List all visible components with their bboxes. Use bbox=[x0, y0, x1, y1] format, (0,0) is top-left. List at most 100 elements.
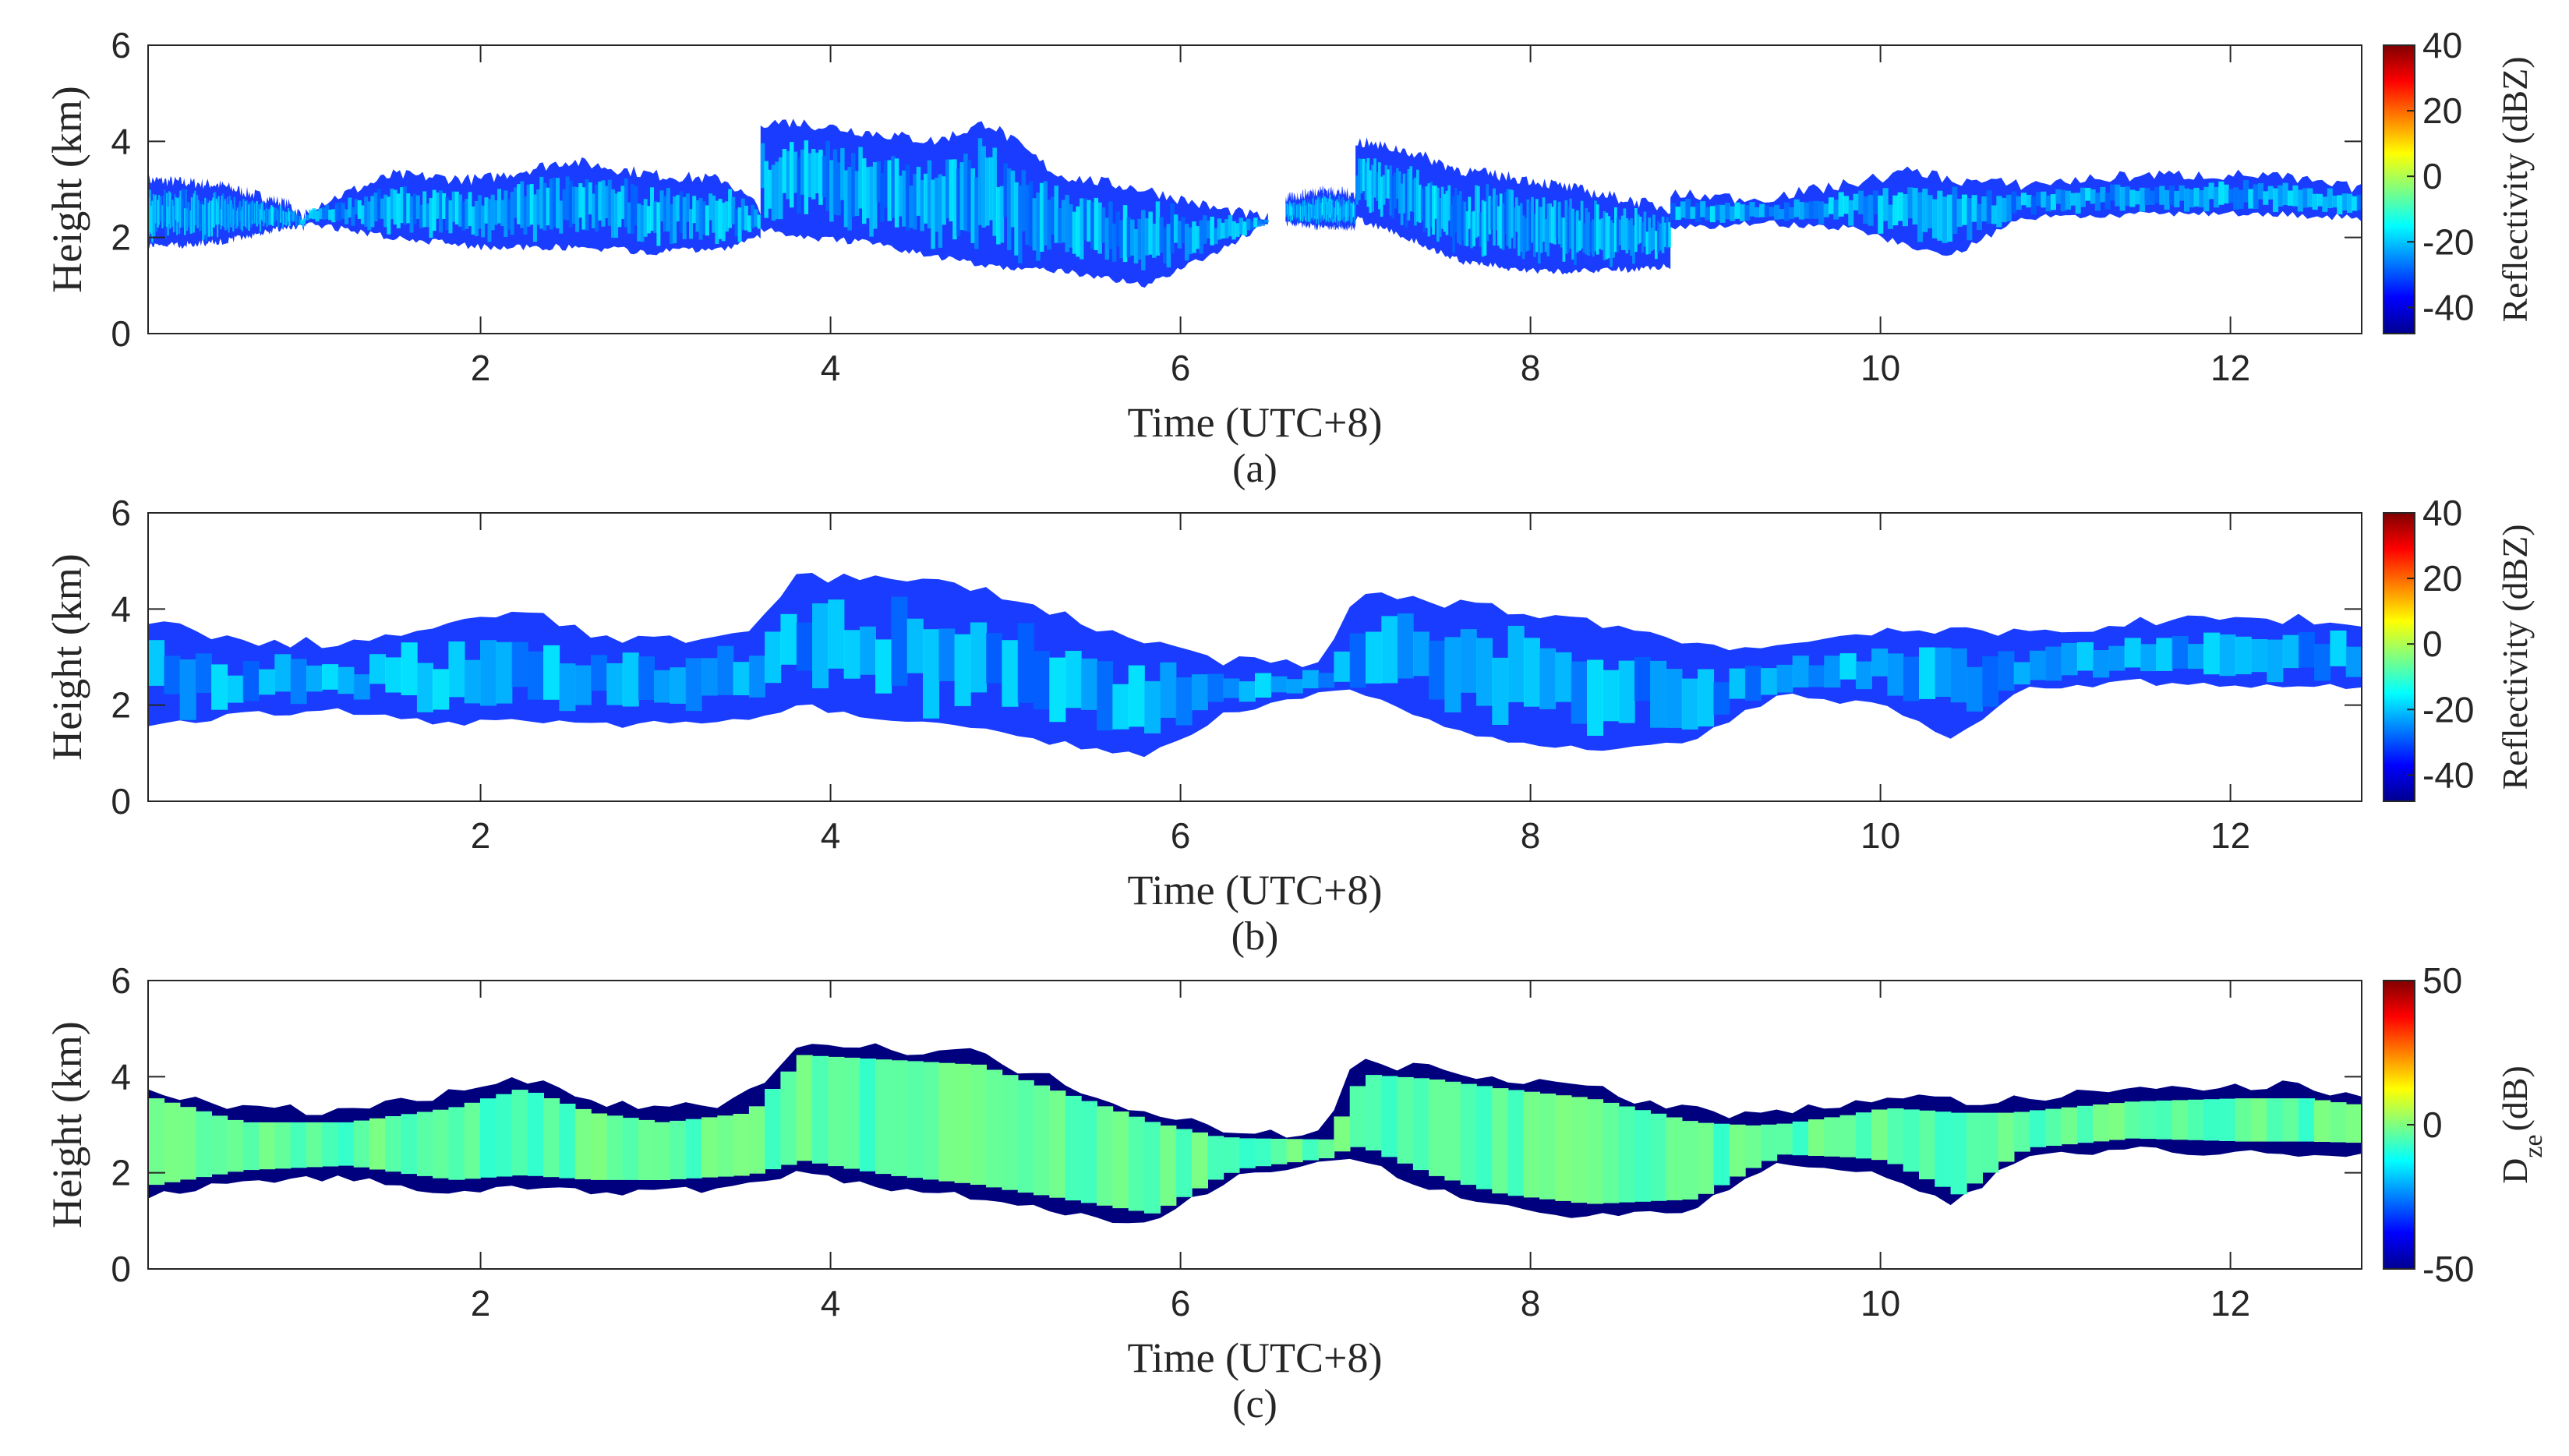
echo-column bbox=[1452, 196, 1455, 253]
echo-column bbox=[1378, 162, 1381, 210]
y-tick-label: 4 bbox=[111, 1056, 131, 1097]
echo-column bbox=[1400, 183, 1404, 225]
echo-column bbox=[2159, 186, 2165, 205]
echo-column bbox=[274, 213, 276, 227]
echo-column bbox=[451, 191, 456, 222]
echo-column bbox=[1779, 209, 1785, 220]
echo-column bbox=[200, 201, 203, 224]
echo-column bbox=[334, 203, 339, 221]
echo-column bbox=[682, 196, 687, 239]
echo-column bbox=[1553, 200, 1557, 245]
echo-column bbox=[1080, 658, 1097, 710]
echo-column bbox=[607, 179, 612, 226]
echo-column bbox=[1589, 221, 1592, 253]
echo-column bbox=[2330, 631, 2347, 666]
echo-column bbox=[2090, 189, 2096, 204]
echo-column bbox=[631, 183, 634, 234]
echo-column bbox=[195, 653, 212, 694]
echo-column bbox=[1112, 684, 1129, 730]
echo-column bbox=[309, 210, 313, 219]
echo-column bbox=[312, 208, 316, 220]
echo-column bbox=[578, 183, 583, 218]
echo-column bbox=[357, 200, 362, 219]
echo-column bbox=[1526, 199, 1530, 251]
echo-column bbox=[1017, 623, 1034, 703]
cloud-echo bbox=[1670, 166, 2362, 256]
echo-column bbox=[891, 156, 896, 218]
colorbar-tick-label: 20 bbox=[2422, 90, 2462, 131]
x-tick-label: 10 bbox=[1860, 348, 1900, 388]
echo-column bbox=[1036, 193, 1041, 261]
echo-column bbox=[1571, 1097, 1588, 1203]
echo-column bbox=[1569, 198, 1572, 249]
echo-column bbox=[891, 1060, 908, 1176]
echo-column bbox=[1429, 1080, 1446, 1176]
y-tick-label: 4 bbox=[111, 121, 131, 161]
echo-column bbox=[1952, 186, 1958, 235]
echo-column bbox=[650, 187, 654, 231]
echo-column bbox=[574, 1108, 592, 1179]
echo-column bbox=[887, 160, 892, 221]
echo-column bbox=[513, 187, 518, 218]
echo-column bbox=[1650, 660, 1667, 728]
echo-column bbox=[1648, 217, 1651, 254]
echo-column bbox=[1560, 217, 1564, 248]
echo-column bbox=[1309, 203, 1312, 221]
echo-column bbox=[565, 176, 570, 221]
echo-column bbox=[670, 204, 673, 244]
echo-column bbox=[2169, 185, 2175, 206]
echo-column bbox=[274, 654, 292, 692]
echo-column bbox=[337, 666, 355, 694]
echo-column bbox=[2045, 195, 2051, 212]
echo-column bbox=[1137, 218, 1142, 260]
echo-column bbox=[2267, 639, 2284, 683]
echo-column bbox=[728, 189, 733, 228]
echo-column bbox=[757, 214, 762, 229]
echo-column bbox=[211, 664, 228, 710]
echo-column bbox=[315, 210, 320, 222]
echo-column bbox=[186, 208, 189, 231]
echo-column bbox=[288, 208, 290, 222]
echo-column bbox=[439, 190, 443, 233]
x-tick-label: 12 bbox=[2210, 348, 2250, 388]
echo-column bbox=[1349, 1086, 1366, 1147]
echo-column bbox=[765, 631, 782, 684]
echo-column bbox=[1971, 195, 1977, 222]
echo-column bbox=[1192, 221, 1196, 253]
echo-column bbox=[717, 1115, 734, 1177]
echo-column bbox=[1412, 179, 1415, 213]
echo-column bbox=[2041, 191, 2047, 208]
echo-column bbox=[527, 1093, 544, 1176]
echo-column bbox=[396, 193, 401, 228]
echo-column bbox=[442, 193, 447, 219]
echo-column bbox=[1239, 217, 1244, 235]
echo-column bbox=[1872, 190, 1878, 214]
echo-column bbox=[843, 1058, 860, 1169]
echo-column bbox=[828, 1056, 845, 1167]
echo-column bbox=[1334, 651, 1351, 682]
echo-column bbox=[923, 629, 940, 719]
echo-column bbox=[986, 1069, 1003, 1188]
echo-column bbox=[180, 189, 183, 228]
echo-column bbox=[1341, 197, 1342, 218]
echo-column bbox=[195, 198, 197, 223]
echo-column bbox=[162, 195, 164, 222]
echo-column bbox=[1223, 1137, 1240, 1173]
echo-column bbox=[1966, 1112, 1983, 1184]
echo-column bbox=[210, 200, 213, 237]
echo-column bbox=[859, 626, 876, 675]
echo-column bbox=[920, 180, 924, 231]
echo-column bbox=[1065, 651, 1082, 709]
chart-panel: 2 4 6 8 10 12 0 2 4 6 Time (UTC+8) Height (km) (c) -5… bbox=[44, 960, 2548, 1426]
echo-column bbox=[1623, 208, 1627, 250]
echo-column bbox=[2193, 187, 2200, 207]
echo-column bbox=[1126, 217, 1131, 257]
echo-column bbox=[220, 209, 222, 230]
echo-column bbox=[2030, 1110, 2047, 1147]
echo-column bbox=[1334, 1116, 1351, 1152]
echo-column bbox=[1470, 212, 1473, 249]
echo-column bbox=[266, 208, 268, 228]
echo-column bbox=[797, 157, 801, 214]
x-tick-label: 6 bbox=[1171, 1283, 1191, 1323]
echo-column bbox=[1210, 217, 1214, 246]
